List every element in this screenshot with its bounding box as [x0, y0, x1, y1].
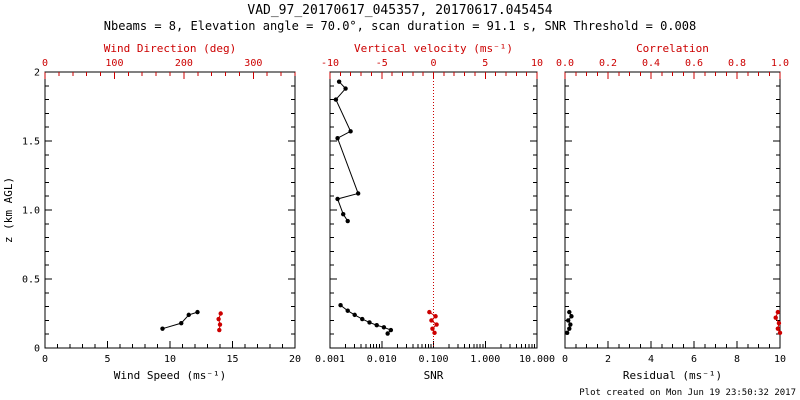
x-tick-label: 0 [562, 354, 568, 365]
residual-point [564, 330, 570, 336]
top-axis-title: Wind Direction (deg) [104, 42, 236, 55]
vertical-velocity-point [427, 309, 432, 315]
x-tick-label: 1.000 [470, 354, 500, 365]
vertical-velocity-point [434, 322, 439, 327]
residual-point [569, 314, 574, 319]
x-tick-label: 15 [226, 354, 238, 365]
y-tick-label: 1.0 [22, 206, 40, 217]
wind-speed-point [186, 312, 191, 318]
snr-profile-lower-point [374, 323, 379, 328]
wind-direction-point [217, 327, 222, 333]
wind-direction-line [218, 313, 222, 331]
x-tick-label: 0.100 [418, 354, 448, 365]
snr-profile-lower-point [385, 331, 390, 336]
residual-point [567, 309, 572, 315]
wind-direction-point [218, 311, 223, 316]
vertical-velocity-point [430, 326, 435, 331]
correlation-point [777, 330, 783, 336]
snr-profile-upper-point [345, 218, 350, 224]
x-tick-label: 0 [42, 354, 48, 365]
x-axis-title: Residual (ms⁻¹) [623, 369, 722, 382]
panel-residual: 0 2 4 6 8 10 Residual (ms⁻¹) 0.0 0.2 0.4 0.6 0.8 1.0… [556, 42, 789, 382]
top-tick-label: 0.4 [642, 58, 660, 69]
snr-profile-lower-point [381, 325, 387, 330]
y-tick-label: 0.5 [22, 275, 40, 286]
top-tick-label: 1.0 [771, 58, 789, 69]
top-tick-label: 0 [430, 58, 436, 69]
top-tick-label: 0 [42, 58, 48, 69]
residual-point [566, 318, 571, 323]
snr-profile-lower-point [360, 316, 365, 322]
plot-title: VAD_97_20170617_045357, 20170617.045454 [247, 3, 553, 18]
top-tick-label: 300 [244, 58, 262, 69]
residual-point [567, 326, 572, 331]
top-tick-label: 10 [531, 58, 543, 69]
snr-profile-lower-point [367, 320, 372, 325]
residual-point [568, 322, 573, 327]
top-tick-label: 0.2 [599, 58, 617, 69]
wind-speed-point [179, 320, 184, 326]
y-axis-title: z (km AGL) [2, 177, 15, 243]
top-tick-label: 0.0 [556, 58, 574, 69]
wind-speed-point [160, 326, 165, 331]
snr-profile-upper-point [343, 86, 348, 91]
top-tick-label: -10 [321, 58, 339, 69]
snr-profile-upper-point [333, 97, 339, 102]
top-axis-title: Correlation [636, 42, 709, 55]
correlation-point [776, 320, 782, 326]
vertical-velocity-point [432, 330, 437, 336]
snr-profile-lower-point [345, 308, 350, 313]
top-tick-label: 200 [175, 58, 193, 69]
wind-speed-point [195, 309, 200, 315]
top-axis-title: Vertical velocity (ms⁻¹) [354, 42, 513, 55]
snr-profile-lower-point [352, 312, 357, 318]
snr-profile-upper-point [335, 136, 340, 141]
plot-box [564, 71, 781, 349]
x-tick-label: 5 [104, 354, 110, 365]
snr-profile-upper-point [335, 196, 340, 202]
wind-speed-line [162, 311, 198, 330]
snr-profile-upper-point [336, 79, 342, 84]
x-tick-label: 0.010 [367, 354, 397, 365]
x-axis-title: Wind Speed (ms⁻¹) [114, 369, 227, 382]
x-tick-label: 10.000 [519, 354, 555, 365]
x-tick-label: 8 [734, 354, 740, 365]
vertical-velocity-point [429, 318, 434, 323]
plot-subtitle: Nbeams = 8, Elevation angle = 70.0°, sca… [103, 19, 697, 33]
panel-snr: 0.001 0.010 0.100 1.000 10.000 SNR -10 -5 0 5 10 Ve… [315, 42, 555, 382]
x-tick-label: 20 [289, 354, 301, 365]
top-tick-label: 0.8 [728, 58, 746, 69]
snr-profile-upper-point [348, 129, 353, 134]
vertical-velocity-point [433, 314, 438, 319]
y-tick-label: 2 [34, 68, 40, 79]
x-tick-label: 4 [648, 354, 654, 365]
wind-direction-point [217, 322, 223, 327]
snr-profile-upper-point [355, 191, 361, 196]
x-tick-label: 10 [164, 354, 176, 365]
plot-box [44, 71, 296, 349]
correlation-point [775, 326, 781, 331]
correlation-point [775, 309, 781, 315]
snr-profile-lower-point [388, 327, 394, 333]
top-tick-label: -5 [376, 58, 388, 69]
correlation-point [773, 315, 778, 320]
y-tick-label: 0 [34, 344, 40, 355]
x-axis-title: SNR [424, 369, 444, 382]
x-tick-label: 10 [774, 354, 786, 365]
snr-profile-lower-point [338, 303, 343, 308]
top-tick-label: 0.6 [685, 58, 703, 69]
snr-profile-upper-point [341, 211, 346, 217]
x-tick-label: 0.001 [315, 354, 345, 365]
wind-direction-point [216, 316, 221, 322]
top-tick-label: 5 [482, 58, 488, 69]
footer-timestamp: Plot created on Mon Jun 19 23:50:32 2017 [579, 388, 796, 398]
x-tick-label: 2 [605, 354, 611, 365]
x-tick-label: 6 [691, 354, 697, 365]
y-tick-label: 1.5 [22, 137, 40, 148]
top-tick-label: 100 [105, 58, 123, 69]
